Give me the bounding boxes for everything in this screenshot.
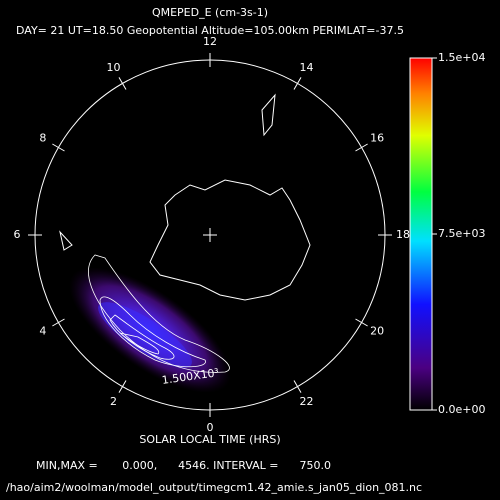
coastline (59, 93, 311, 301)
axis-label: SOLAR LOCAL TIME (HRS) (139, 433, 280, 446)
contours (88, 254, 230, 373)
hour-label: 16 (370, 132, 384, 145)
hour-label: 6 (14, 228, 21, 241)
hour-label: 4 (39, 325, 46, 338)
hour-label: 14 (300, 61, 314, 74)
hour-label: 0 (207, 421, 214, 434)
colorbar (409, 57, 433, 411)
file-path: /hao/aim2/woolman/model_output/timegcm1.… (6, 481, 422, 494)
hour-tick (52, 143, 65, 152)
hour-label: 10 (107, 61, 121, 74)
hour-tick (293, 380, 302, 393)
hour-tick (355, 318, 368, 327)
stats: MIN,MAX = 0.000, 4546. INTERVAL = 750.0 (36, 459, 331, 472)
hour-label: 8 (39, 132, 46, 145)
polar-plot: 1.500X10³ (34, 59, 386, 411)
emission-core (98, 302, 192, 368)
hour-tick (118, 380, 127, 393)
hour-label: 22 (300, 395, 314, 408)
colorbar-label: 7.5e+03 (438, 227, 485, 240)
subtitle: DAY= 21 UT=18.50 Geopotential Altitude=1… (16, 24, 404, 37)
hour-tick (293, 77, 302, 90)
hour-tick (355, 143, 368, 152)
center-cross (203, 228, 217, 242)
colorbar-label: 0.0e+00 (438, 403, 485, 416)
hour-label: 20 (370, 325, 384, 338)
colorbar-label: 1.5e+04 (438, 51, 485, 64)
hour-label: 12 (203, 35, 217, 48)
hour-label: 18 (396, 228, 410, 241)
hour-label: 2 (110, 395, 117, 408)
hour-tick (52, 318, 65, 327)
title: QMEPED_E (cm-3s-1) (152, 6, 268, 19)
hour-tick (118, 77, 127, 90)
